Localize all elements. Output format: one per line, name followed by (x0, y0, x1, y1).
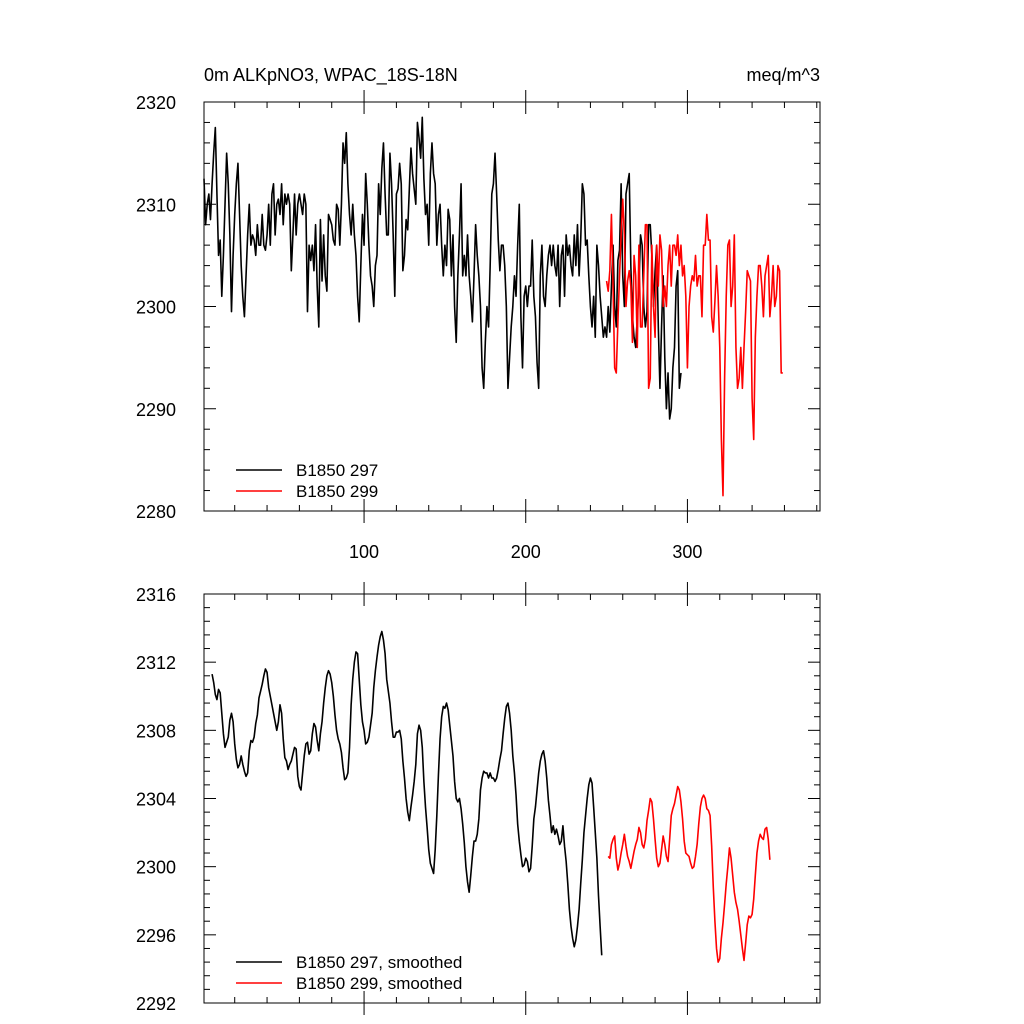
top-legend-label: B1850 297 (296, 461, 378, 480)
bottom-series-line-red (607, 785, 771, 963)
top-panel-units: meq/m^3 (747, 65, 820, 85)
bottom-ytick-label: 2316 (136, 585, 176, 605)
top-xtick-label: 100 (349, 542, 379, 562)
bottom-ytick-label: 2304 (136, 790, 176, 810)
top-panel-title: 0m ALKpNO3, WPAC_18S-18N (204, 65, 458, 86)
bottom-ytick-label: 2308 (136, 721, 176, 741)
top-plot-frame (203, 101, 821, 512)
bottom-ytick-label: 2296 (136, 926, 176, 946)
bottom-panel: 2292 2296 2300 2304 2308 2312 2316 B1850 297, s… (136, 582, 821, 1015)
bottom-series-line-black (211, 630, 603, 956)
bottom-ytick-label: 2292 (136, 994, 176, 1014)
bottom-ytick-label: 2312 (136, 653, 176, 673)
top-series-line-red (605, 198, 783, 497)
bottom-legend-label: B1850 297, smoothed (296, 953, 462, 972)
top-ytick-label: 2300 (136, 298, 176, 318)
top-ytick-label: 2320 (136, 93, 176, 113)
top-ytick-label: 2290 (136, 400, 176, 420)
bottom-plot-frame (203, 593, 821, 1004)
bottom-legend-label: B1850 299, smoothed (296, 974, 462, 993)
top-legend-label: B1850 299 (296, 482, 378, 501)
top-ytick-label: 2280 (136, 502, 176, 522)
top-xtick-label: 300 (672, 542, 702, 562)
top-xtick-label: 200 (511, 542, 541, 562)
top-panel: 0m ALKpNO3, WPAC_18S-18N meq/m^3 2280 229… (136, 65, 821, 562)
bottom-ytick-label: 2300 (136, 858, 176, 878)
top-series-line-black (203, 116, 682, 420)
top-ytick-label: 2310 (136, 195, 176, 215)
